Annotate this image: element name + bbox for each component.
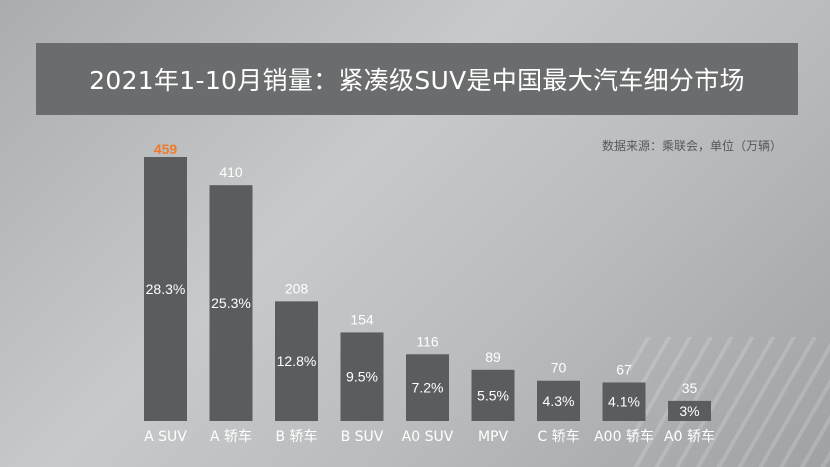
value-label-6: 70 xyxy=(551,360,567,376)
value-label-5: 89 xyxy=(485,349,501,365)
share-label-6: 4.3% xyxy=(543,393,575,409)
category-label-4: A0 SUV xyxy=(402,429,454,445)
source-note: 数据来源：乘联会，单位（万辆） xyxy=(601,139,782,153)
chart-title: 2021年1-10月销量：紧凑级SUV是中国最大汽车细分市场 xyxy=(89,66,745,95)
bar-0 xyxy=(144,157,187,421)
value-label-8: 35 xyxy=(682,380,698,396)
bar-6 xyxy=(537,380,580,421)
value-label-2: 208 xyxy=(285,280,309,296)
category-label-2: B 轿车 xyxy=(275,428,317,445)
category-label-7: A00 轿车 xyxy=(594,428,654,445)
share-label-1: 25.3% xyxy=(211,295,251,311)
category-label-0: A SUV xyxy=(144,429,187,445)
share-label-5: 5.5% xyxy=(477,387,509,403)
share-label-8: 3% xyxy=(679,403,699,419)
bar-3 xyxy=(340,332,384,421)
bar-8 xyxy=(668,400,711,421)
share-label-4: 7.2% xyxy=(412,380,444,396)
bar-7 xyxy=(602,382,646,421)
share-label-2: 12.8% xyxy=(277,353,317,369)
value-label-7: 67 xyxy=(616,361,632,377)
share-label-3: 9.5% xyxy=(346,369,378,385)
share-label-7: 4.1% xyxy=(608,394,640,410)
decorative-stripes xyxy=(630,337,830,467)
category-label-6: C 轿车 xyxy=(537,428,579,445)
bar-4 xyxy=(406,354,449,421)
bar-2 xyxy=(275,301,318,421)
value-label-4: 116 xyxy=(416,333,439,349)
category-label-1: A 轿车 xyxy=(210,428,252,445)
title-banner: 2021年1-10月销量：紧凑级SUV是中国最大汽车细分市场 xyxy=(36,43,798,115)
value-label-3: 154 xyxy=(350,311,374,327)
category-label-8: A0 轿车 xyxy=(664,428,715,445)
value-label-0: 459 xyxy=(154,141,178,157)
category-label-5: MPV xyxy=(478,429,509,445)
category-label-3: B SUV xyxy=(341,429,384,445)
bar-5 xyxy=(471,369,515,421)
value-label-1: 410 xyxy=(219,164,243,180)
share-label-0: 28.3% xyxy=(146,281,186,297)
bar-1 xyxy=(209,185,253,421)
